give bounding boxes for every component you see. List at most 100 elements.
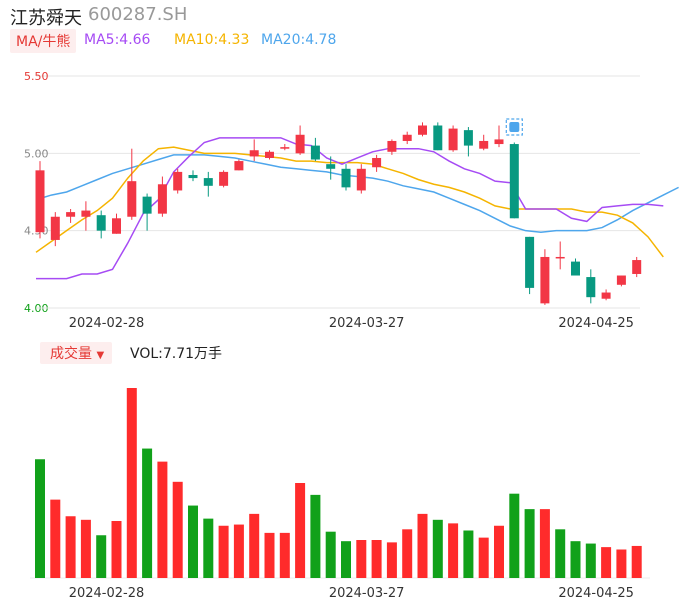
volume-indicator-selector[interactable]: 成交量 ▼: [40, 342, 113, 364]
ma5-legend: MA5:4.66: [84, 32, 151, 48]
event-marker-icon[interactable]: [509, 122, 520, 132]
candle[interactable]: [81, 210, 91, 217]
volume-bar[interactable]: [310, 494, 321, 578]
volume-bar[interactable]: [35, 459, 45, 578]
candle[interactable]: [265, 151, 274, 158]
candle[interactable]: [188, 174, 198, 179]
volume-bar[interactable]: [325, 531, 336, 578]
candle[interactable]: [219, 171, 229, 186]
volume-bar[interactable]: [142, 448, 153, 578]
volume-x-tick-label: 2024-03-27: [329, 586, 405, 601]
candle[interactable]: [387, 140, 397, 152]
volume-bar[interactable]: [279, 532, 290, 578]
candle[interactable]: [509, 144, 519, 219]
candle[interactable]: [372, 157, 382, 168]
volume-bar[interactable]: [524, 509, 535, 578]
volume-bar[interactable]: [172, 481, 183, 578]
volume-x-tick-label: 2024-04-25: [558, 586, 634, 601]
volume-bar[interactable]: [65, 516, 76, 578]
volume-bar[interactable]: [616, 549, 627, 579]
candle[interactable]: [280, 147, 290, 149]
ma-indicator-selector[interactable]: MA/牛熊: [10, 29, 77, 53]
volume-bar[interactable]: [157, 461, 168, 578]
candle[interactable]: [616, 275, 626, 285]
volume-bar[interactable]: [402, 529, 413, 578]
volume-bar[interactable]: [96, 535, 107, 578]
volume-bar[interactable]: [356, 540, 367, 578]
volume-bar[interactable]: [601, 547, 612, 578]
ma5-line: [36, 137, 664, 280]
dropdown-triangle-icon: ▼: [96, 350, 105, 361]
volume-bar[interactable]: [494, 525, 504, 578]
volume-value: VOL:7.71万手: [130, 346, 223, 362]
volume-bar[interactable]: [371, 540, 382, 578]
candle[interactable]: [571, 261, 580, 276]
candle[interactable]: [295, 134, 305, 154]
candle[interactable]: [112, 218, 121, 234]
candle[interactable]: [494, 139, 504, 145]
volume-bar[interactable]: [463, 530, 474, 579]
candle[interactable]: [555, 256, 565, 259]
volume-bar[interactable]: [555, 529, 566, 578]
volume-bar[interactable]: [509, 493, 520, 578]
ma10-legend: MA10:4.33: [174, 32, 250, 48]
candle[interactable]: [632, 260, 642, 274]
candle[interactable]: [249, 150, 259, 157]
volume-bar[interactable]: [386, 542, 397, 578]
candle[interactable]: [525, 236, 535, 288]
y-tick-label: 5.00: [24, 147, 49, 160]
volume-bar[interactable]: [188, 505, 198, 578]
candle[interactable]: [142, 196, 152, 214]
volume-chart[interactable]: 2024-02-28 2024-03-27 2024-04-25: [0, 340, 686, 606]
volume-bar[interactable]: [570, 541, 581, 578]
candle[interactable]: [66, 212, 76, 217]
candle[interactable]: [341, 168, 351, 188]
x-tick-label: 2024-03-27: [329, 316, 405, 331]
candle[interactable]: [96, 215, 106, 231]
stock-code: 600287.SH: [88, 4, 188, 25]
volume-bar[interactable]: [432, 519, 443, 578]
volume-bar[interactable]: [203, 518, 214, 578]
candle[interactable]: [418, 125, 427, 135]
volume-bar[interactable]: [126, 388, 137, 578]
volume-bar[interactable]: [249, 513, 260, 578]
volume-bar[interactable]: [111, 521, 122, 578]
candle[interactable]: [310, 145, 320, 160]
volume-bar[interactable]: [417, 513, 428, 578]
candle[interactable]: [173, 171, 183, 191]
volume-bar[interactable]: [295, 483, 306, 578]
volume-bar[interactable]: [631, 545, 642, 578]
stock-name: 江苏舜天: [10, 8, 82, 29]
volume-bar[interactable]: [80, 519, 91, 578]
candle[interactable]: [234, 161, 244, 171]
volume-bar[interactable]: [264, 532, 275, 578]
candle[interactable]: [463, 130, 473, 146]
candle[interactable]: [433, 125, 443, 151]
volume-bar[interactable]: [448, 523, 459, 578]
candle[interactable]: [35, 170, 45, 233]
volume-bar[interactable]: [341, 541, 351, 578]
volume-bar[interactable]: [585, 543, 596, 578]
volume-bar[interactable]: [539, 509, 550, 578]
candle[interactable]: [402, 134, 412, 141]
candle[interactable]: [127, 181, 137, 217]
candle[interactable]: [356, 168, 366, 191]
candle[interactable]: [601, 292, 611, 299]
candle[interactable]: [50, 216, 60, 240]
volume-bar[interactable]: [218, 525, 229, 578]
candle[interactable]: [540, 256, 550, 304]
volume-bar[interactable]: [233, 524, 244, 578]
candle[interactable]: [203, 178, 213, 186]
price-chart[interactable]: 5.505.004.504.002024-02-282024-03-272024…: [0, 0, 686, 340]
candle[interactable]: [157, 184, 167, 214]
candle[interactable]: [448, 128, 458, 151]
candle[interactable]: [586, 277, 596, 298]
volume-bar[interactable]: [50, 499, 61, 578]
candle[interactable]: [326, 164, 336, 169]
volume-bar[interactable]: [478, 537, 489, 578]
event-marker-frame: [505, 118, 523, 136]
candle[interactable]: [479, 140, 489, 149]
volume-x-tick-label: 2024-02-28: [69, 586, 145, 601]
ma10-line: [35, 146, 664, 258]
y-tick-label: 5.50: [24, 70, 49, 83]
